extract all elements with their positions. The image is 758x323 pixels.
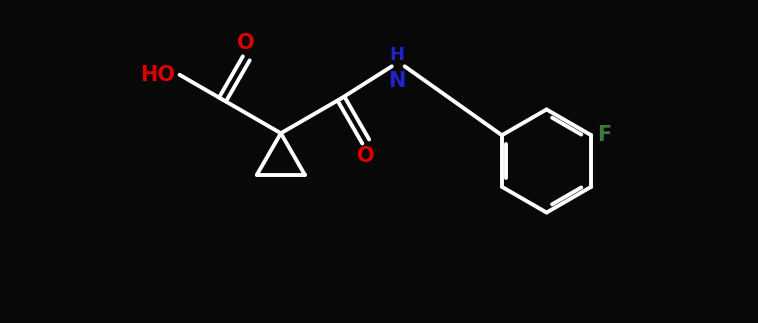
Text: N: N bbox=[388, 71, 406, 91]
Text: F: F bbox=[597, 125, 612, 145]
Text: H: H bbox=[390, 46, 404, 64]
Text: O: O bbox=[237, 33, 255, 53]
Text: HO: HO bbox=[140, 65, 176, 85]
Text: O: O bbox=[357, 146, 374, 166]
